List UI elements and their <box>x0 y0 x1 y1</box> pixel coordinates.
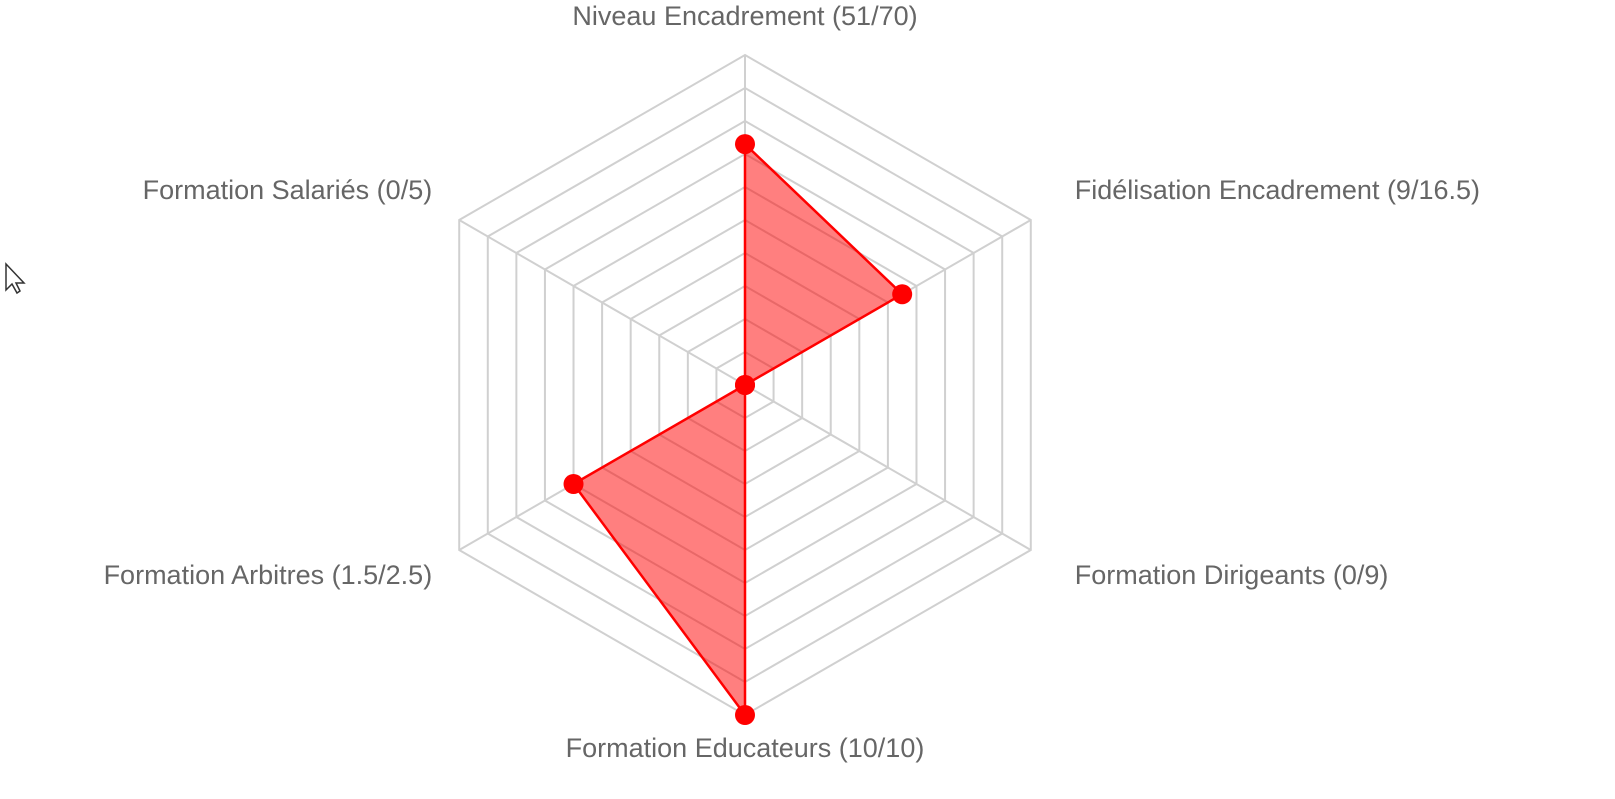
axis-label: Formation Arbitres (1.5/2.5) <box>104 560 433 590</box>
axis-label: Fidélisation Encadrement (9/16.5) <box>1075 175 1480 205</box>
axis-label: Formation Dirigeants (0/9) <box>1075 560 1389 590</box>
point <box>563 474 584 494</box>
point <box>735 375 755 395</box>
spoke <box>458 219 746 386</box>
point <box>892 284 913 305</box>
spoke <box>744 384 1032 551</box>
axis-label: Formation Salariés (0/5) <box>143 175 433 205</box>
point <box>735 134 755 155</box>
cursor <box>5 262 26 295</box>
axis-label: Niveau Encadrement (51/70) <box>572 1 917 31</box>
point <box>735 705 755 725</box>
area <box>571 141 905 719</box>
axis-label: Formation Educateurs (10/10) <box>566 733 925 763</box>
